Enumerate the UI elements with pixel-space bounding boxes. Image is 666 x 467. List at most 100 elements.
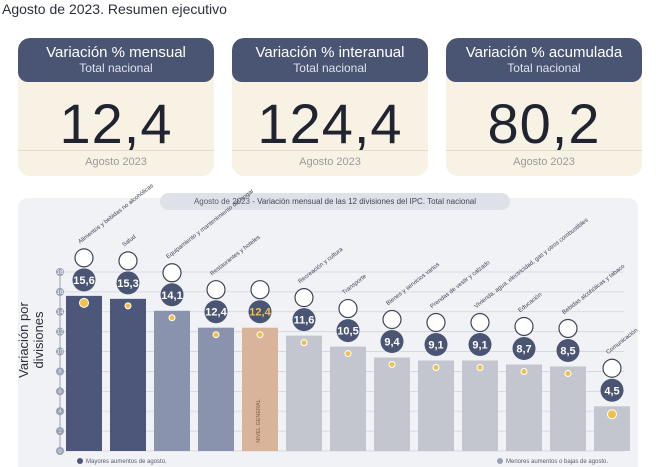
value-marker <box>212 331 220 339</box>
card-yearly-header: Variación % interanual Total nacional <box>232 38 428 82</box>
bar <box>110 298 146 451</box>
value-marker <box>607 409 617 420</box>
card-yearly-title: Variación % interanual <box>255 44 405 61</box>
card-accumulated-header: Variación % acumulada Total nacional <box>446 38 642 82</box>
value-marker <box>124 302 132 310</box>
lightbulb-icon <box>470 312 490 333</box>
bar <box>462 360 498 451</box>
card-accumulated: Variación % acumulada Total nacional 80,… <box>446 38 642 176</box>
value-bubble <box>380 330 404 354</box>
sun-landscape-icon <box>294 288 314 308</box>
value-bubble <box>336 319 360 343</box>
value-bubble <box>72 268 96 292</box>
house-icon <box>162 263 182 283</box>
category-label: Salud <box>122 234 138 248</box>
basket-icon <box>250 280 270 300</box>
value-label: 12,4 <box>249 307 271 319</box>
value-bubble <box>248 300 272 324</box>
value-marker <box>432 364 440 372</box>
chart-title: Agosto de 2023 - Variación mensual de la… <box>160 193 510 210</box>
chart-title-date: Agosto de 2023 - <box>193 197 258 206</box>
bar <box>198 327 234 451</box>
card-monthly-date: Agosto 2023 <box>18 150 214 168</box>
phone-icon <box>602 358 622 378</box>
bar <box>286 335 322 451</box>
value-bubble <box>600 378 624 402</box>
card-monthly-value: 12,4 <box>59 92 173 155</box>
category-label: Recreación y cultura <box>298 246 345 285</box>
value-label: 9,1 <box>472 340 487 352</box>
books-icon <box>514 316 534 337</box>
card-yearly-value: 124,4 <box>257 92 403 155</box>
legend-label-low: Menores aumentos o bajas de agosto. <box>506 459 608 465</box>
bar <box>550 366 586 451</box>
bar <box>330 346 366 451</box>
value-label: 15,3 <box>117 278 138 290</box>
medical-cross-icon <box>118 251 138 271</box>
bar <box>242 327 278 451</box>
value-bubble <box>556 338 580 362</box>
page-subtitle: Agosto de 2023. Resumen ejecutivo <box>2 1 227 17</box>
value-label: 9,1 <box>428 340 443 352</box>
value-marker <box>300 339 308 347</box>
scissors-icon <box>382 309 402 330</box>
value-marker <box>256 331 264 339</box>
legend-marker-high <box>77 458 83 464</box>
value-marker <box>476 364 484 372</box>
card-accumulated-title: Variación % acumulada <box>465 44 623 61</box>
value-marker <box>344 350 352 358</box>
card-yearly-date: Agosto 2023 <box>232 150 428 168</box>
value-bubble <box>116 271 140 295</box>
category-label: Alimentos y bebidas no alcohólicas <box>78 183 155 245</box>
category-label: Bebidas alcohólicas y tabaco <box>562 263 627 316</box>
y-tick-label: 0 <box>58 449 62 455</box>
value-label: 15,6 <box>73 275 94 287</box>
value-bubble <box>160 283 184 307</box>
value-bubble <box>424 333 448 357</box>
value-marker <box>520 367 528 375</box>
card-accumulated-subtitle: Total nacional <box>507 61 581 75</box>
card-accumulated-date: Agosto 2023 <box>446 150 642 168</box>
legend-label-high: Mayores aumentos de agosto. <box>86 459 167 465</box>
chart-title-text: Variación mensual de las 12 divisiones d… <box>257 197 477 206</box>
value-marker <box>79 297 89 308</box>
value-marker <box>388 361 396 369</box>
value-label: 9,4 <box>384 337 400 349</box>
value-label: 10,5 <box>337 326 358 338</box>
bar <box>66 295 102 451</box>
card-monthly: Variación % mensual Total nacional 12,4 … <box>18 38 214 176</box>
value-bubble <box>292 308 316 332</box>
card-monthly-title: Variación % mensual <box>46 44 186 61</box>
value-bubble <box>468 333 492 357</box>
bottle-icon <box>558 318 578 339</box>
card-monthly-subtitle: Total nacional <box>79 61 153 75</box>
bar <box>154 310 190 451</box>
bar <box>506 364 542 451</box>
legend-marker-low <box>497 458 503 464</box>
shirt-icon <box>426 312 446 333</box>
car-icon <box>338 298 358 319</box>
category-label: Vivienda, agua, electricidad, gas y otro… <box>474 218 590 311</box>
value-label: 8,5 <box>560 345 575 357</box>
category-label: Restaurantes y hoteles <box>210 235 262 278</box>
value-bubble <box>512 336 536 360</box>
chicken-icon <box>74 248 94 268</box>
value-label: 14,1 <box>161 290 182 302</box>
bar <box>374 357 410 451</box>
category-label: Transporte <box>342 273 369 296</box>
value-marker <box>168 314 176 322</box>
card-accumulated-value: 80,2 <box>487 92 601 155</box>
value-label: 8,7 <box>516 343 531 355</box>
value-label: 12,4 <box>205 307 227 319</box>
card-monthly-header: Variación % mensual Total nacional <box>18 38 214 82</box>
bar-label-general: NIVEL GENERAL <box>256 399 262 443</box>
value-bubble <box>204 300 228 324</box>
category-label: Bienes y servicios varios <box>386 262 441 307</box>
bar <box>418 360 454 451</box>
dinner-icon <box>206 280 226 300</box>
card-yearly-subtitle: Total nacional <box>293 61 367 75</box>
value-marker <box>564 369 572 377</box>
value-label: 11,6 <box>294 315 315 327</box>
value-label: 4,5 <box>604 385 619 397</box>
